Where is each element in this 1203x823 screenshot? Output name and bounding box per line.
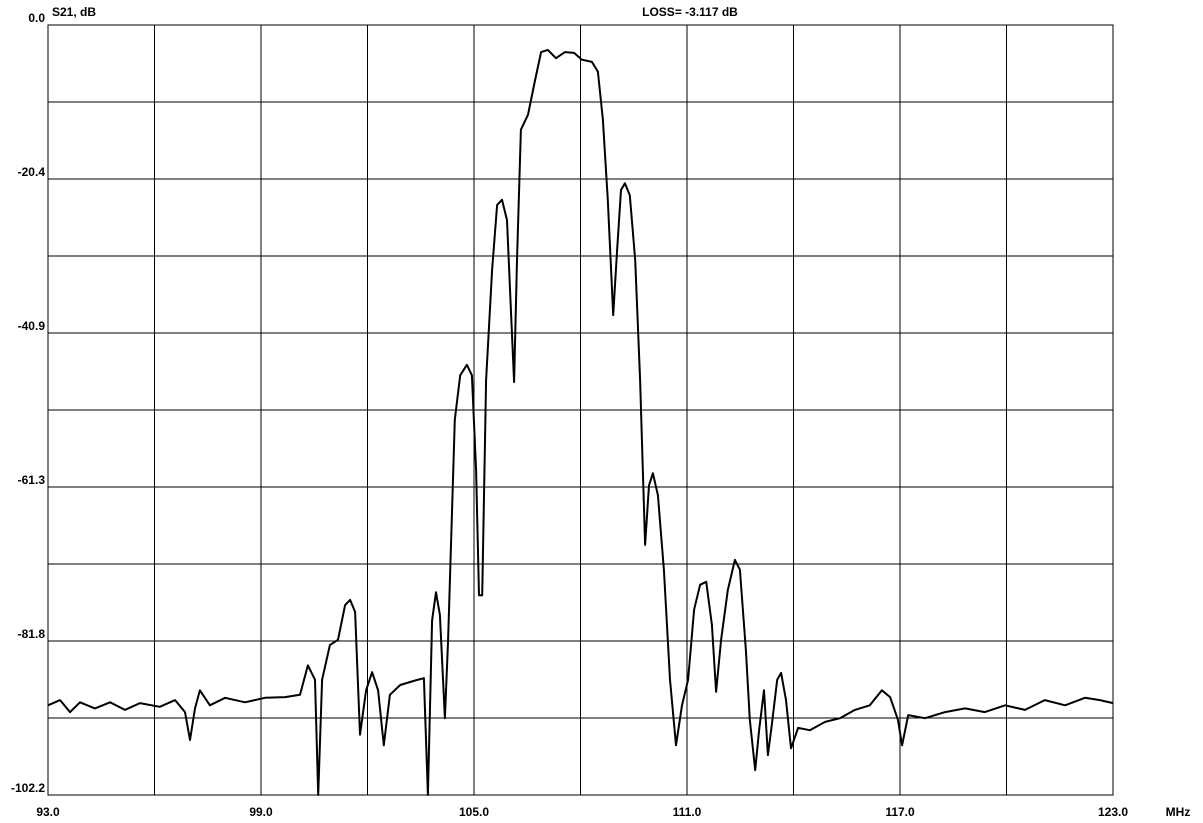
y-tick-label: -61.3 <box>18 473 46 487</box>
y-tick-label: -40.9 <box>18 319 46 333</box>
y-tick-label: -102.2 <box>11 781 45 795</box>
x-tick-label: 93.0 <box>36 805 60 819</box>
y-tick-label: 0.0 <box>28 11 45 25</box>
y-tick-label: -81.8 <box>18 627 46 641</box>
x-axis-label: MHz <box>1166 805 1191 819</box>
annotation: LOSS= -3.117 dB <box>642 5 738 19</box>
y-axis-label: S21, dB <box>52 5 96 19</box>
y-tick-label: -20.4 <box>18 165 46 179</box>
x-tick-label: 111.0 <box>673 805 702 819</box>
x-tick-label: 123.0 <box>1098 805 1128 819</box>
plot-frame <box>47 24 1114 796</box>
x-tick-label: 105.0 <box>459 805 489 819</box>
x-tick-label: 99.0 <box>249 805 273 819</box>
trace <box>47 48 1114 796</box>
x-tick-label: 117.0 <box>885 805 915 819</box>
